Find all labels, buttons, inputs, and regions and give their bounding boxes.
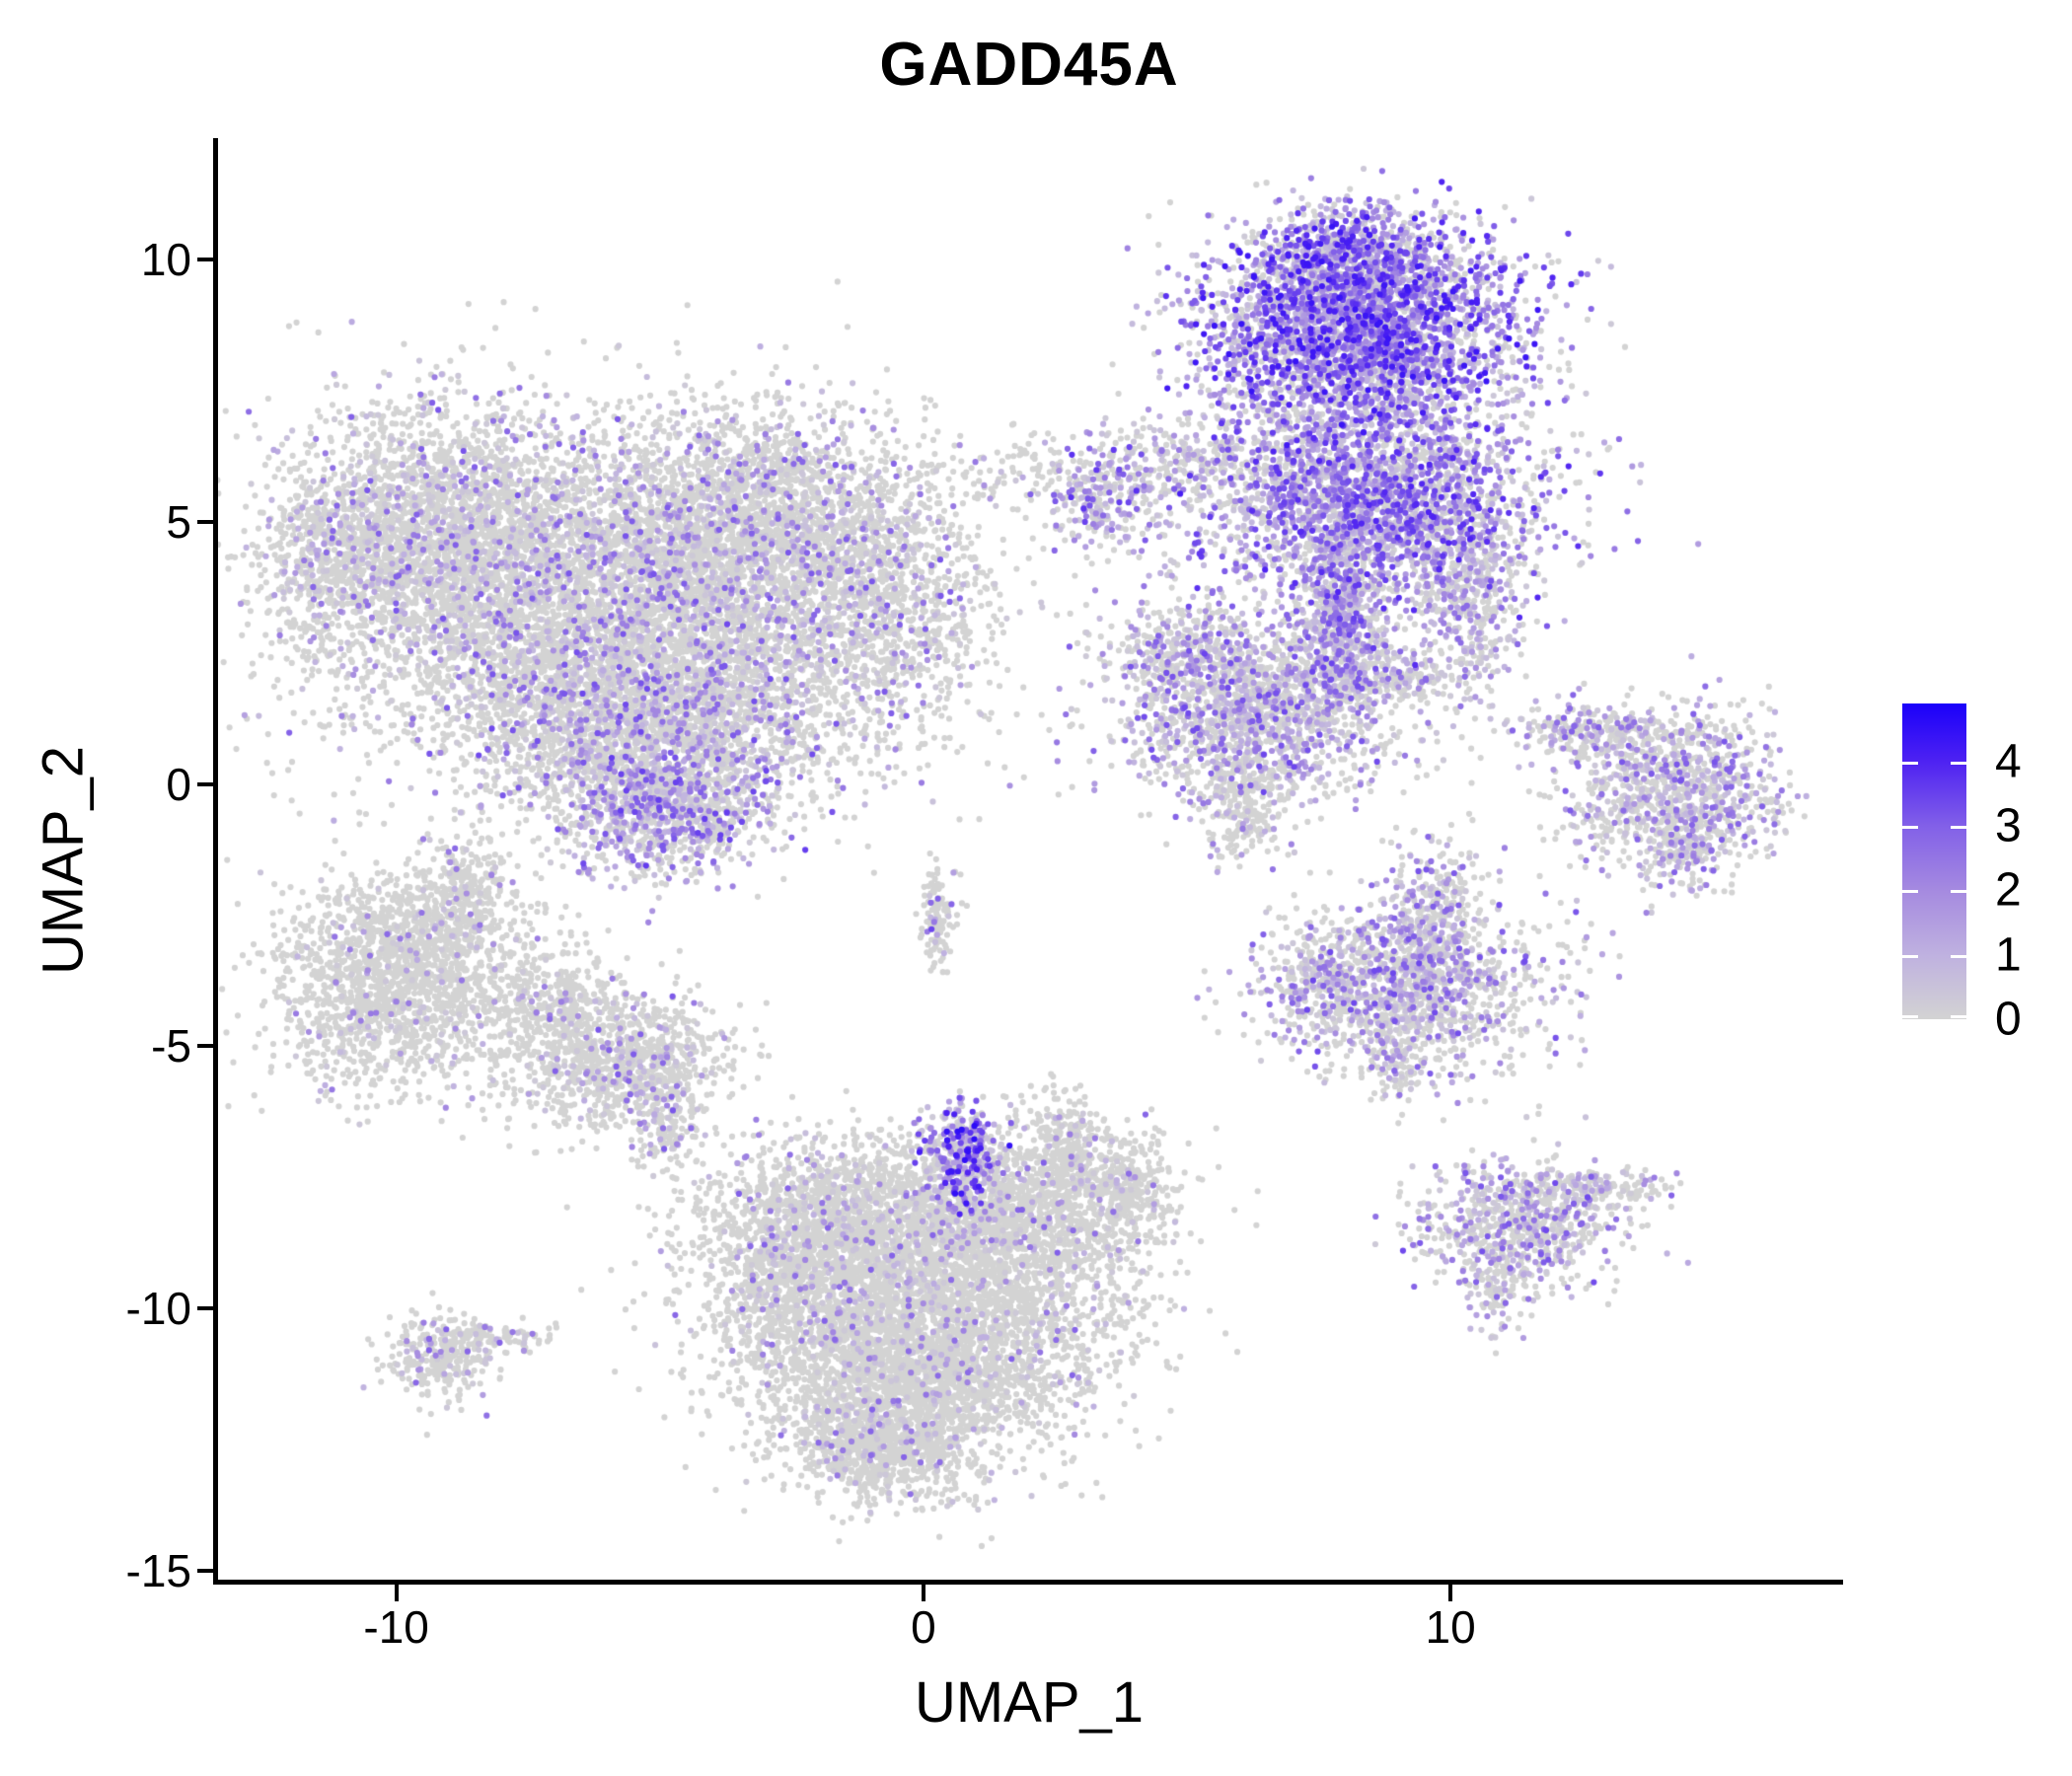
legend-tick-label: 4 (1995, 735, 2022, 788)
y-tick-label: -10 (125, 1283, 191, 1335)
x-tick-label: -10 (363, 1601, 429, 1653)
legend-tick-mark (1902, 826, 1918, 830)
scatter-canvas (217, 140, 1841, 1582)
x-axis-line (213, 1580, 1843, 1585)
x-axis-title: UMAP_1 (914, 1670, 1145, 1735)
legend-tick-label: 2 (1995, 863, 2022, 917)
y-tick-label: -15 (125, 1544, 191, 1596)
y-tick-mark (197, 781, 214, 786)
legend-tick-mark (1902, 761, 1918, 765)
legend-tick-mark (1951, 761, 1966, 765)
y-tick-label: 5 (166, 495, 191, 548)
y-tick-label: 10 (140, 234, 191, 286)
legend-tick-mark (1902, 954, 1918, 958)
legend-tick-label: 1 (1995, 928, 2022, 982)
legend-tick-mark (1902, 1015, 1918, 1018)
y-tick-mark (197, 519, 214, 524)
legend-tick-mark (1902, 890, 1918, 894)
y-tick-mark (197, 1306, 214, 1311)
legend-tick-mark (1951, 826, 1966, 830)
x-tick-mark (921, 1585, 925, 1601)
legend-tick-label: 0 (1995, 993, 2022, 1046)
y-tick-mark (197, 1044, 214, 1049)
x-tick-label: 0 (911, 1601, 936, 1653)
legend-tick-mark (1951, 1015, 1966, 1018)
y-axis-line (213, 138, 218, 1585)
legend-tick-mark (1951, 890, 1966, 894)
legend-tick-label: 3 (1995, 799, 2022, 852)
x-tick-label: 10 (1425, 1601, 1476, 1653)
y-tick-mark (197, 1568, 214, 1573)
x-tick-mark (1448, 1585, 1453, 1601)
y-axis-title: UMAP_2 (31, 745, 96, 976)
y-tick-label: 0 (166, 758, 191, 810)
legend-tick-mark (1951, 954, 1966, 958)
y-tick-mark (197, 258, 214, 262)
y-tick-label: -5 (151, 1020, 191, 1073)
plot-title: GADD45A (879, 31, 1179, 99)
legend-colorbar (1902, 703, 1966, 1019)
x-tick-mark (394, 1585, 399, 1601)
